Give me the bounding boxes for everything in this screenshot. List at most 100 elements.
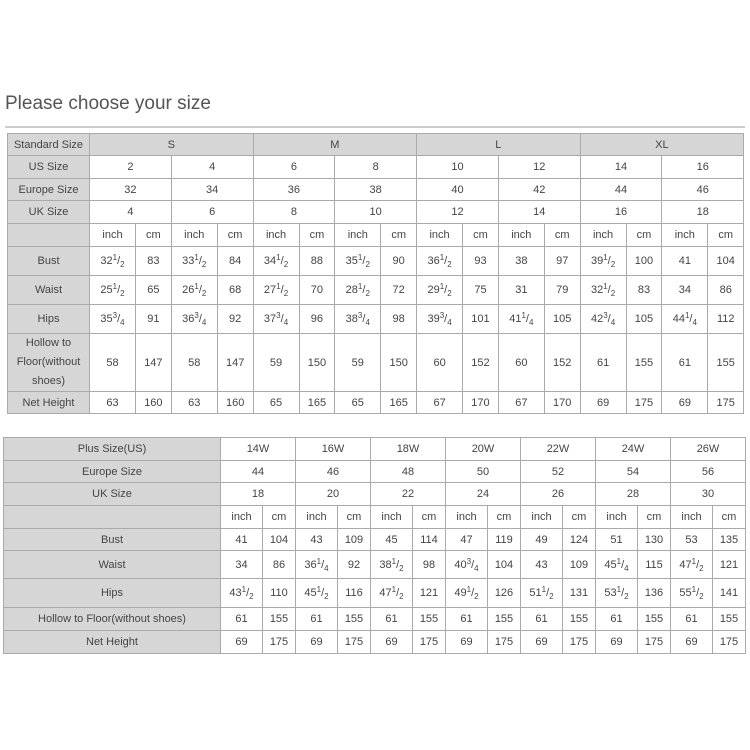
table-row: Hips 353/4 91 363/4 92 373/4 96 383/4 98 393/4 101…: [7, 304, 745, 334]
unit-header: cm: [562, 505, 596, 529]
size-cell: 32: [89, 178, 172, 201]
measurement-cell: 363/4: [170, 304, 218, 334]
measurement-cell: 61: [670, 607, 713, 631]
table-row: Standard Size S M L XL: [7, 133, 745, 156]
row-label: UK Size: [3, 482, 221, 506]
measurement-cell: 65: [334, 391, 382, 414]
measurement-cell: 150: [298, 333, 336, 392]
measurement-cell: 61: [370, 607, 413, 631]
measurement-cell: 61: [661, 333, 709, 392]
measurement-cell: 60: [416, 333, 464, 392]
measurement-cell: 353/4: [89, 304, 136, 334]
row-label: Hollow to Floor(without shoes): [3, 607, 221, 631]
unit-header: cm: [216, 223, 254, 247]
measurement-cell: 152: [462, 333, 499, 392]
unit-header: inch: [220, 505, 263, 529]
measurement-cell: 152: [543, 333, 581, 392]
measurement-cell: 551/2: [670, 578, 713, 608]
size-cell: 20W: [445, 437, 521, 461]
unit-header: cm: [487, 505, 521, 529]
measurement-cell: 165: [380, 391, 418, 414]
unit-header: inch: [295, 505, 338, 529]
row-label: [3, 505, 221, 529]
row-label: Hips: [7, 304, 90, 334]
measurement-cell: 155: [487, 607, 521, 631]
unit-header: cm: [298, 223, 336, 247]
measurement-cell: 104: [262, 528, 296, 551]
size-cell: 16W: [295, 437, 371, 461]
unit-header: cm: [712, 505, 746, 529]
measurement-cell: 471/2: [670, 550, 713, 579]
measurement-cell: 72: [380, 275, 418, 305]
measurement-cell: 441/4: [661, 304, 709, 334]
measurement-cell: 124: [562, 528, 596, 551]
measurement-cell: 96: [298, 304, 336, 334]
size-cell: 38: [334, 178, 418, 201]
measurement-cell: 141: [712, 578, 746, 608]
row-label: Standard Size: [7, 133, 90, 156]
measurement-cell: 60: [497, 333, 545, 392]
measurement-cell: 31: [497, 275, 545, 305]
measurement-cell: 511/2: [520, 578, 563, 608]
measurement-cell: 69: [520, 630, 563, 654]
unit-header: inch: [661, 223, 709, 247]
unit-header: inch: [595, 505, 638, 529]
size-cell: 44: [220, 460, 296, 483]
size-cell: 56: [670, 460, 746, 483]
measurement-cell: 147: [216, 333, 254, 392]
row-label: Europe Size: [7, 178, 90, 201]
measurement-cell: 175: [637, 630, 671, 654]
measurement-cell: 116: [337, 578, 371, 608]
measurement-cell: 121: [712, 550, 746, 579]
measurement-cell: 170: [462, 391, 499, 414]
unit-header: cm: [337, 505, 371, 529]
measurement-cell: 431/2: [220, 578, 263, 608]
measurement-cell: 119: [487, 528, 521, 551]
row-label: Waist: [3, 550, 221, 579]
measurement-cell: 41: [220, 528, 263, 551]
measurement-cell: 41: [661, 246, 709, 276]
size-cell: 16: [661, 155, 745, 179]
measurement-cell: 109: [562, 550, 596, 579]
size-cell: 6: [252, 155, 336, 179]
measurement-cell: 75: [462, 275, 499, 305]
unit-header: inch: [170, 223, 218, 247]
measurement-cell: 43: [520, 550, 563, 579]
measurement-cell: 98: [412, 550, 446, 579]
measurement-cell: 155: [625, 333, 663, 392]
page-title: Please choose your size: [5, 93, 211, 114]
size-cell: 42: [497, 178, 581, 201]
title-divider: [5, 126, 745, 128]
measurement-cell: 423/4: [579, 304, 627, 334]
unit-header: inch: [497, 223, 545, 247]
size-cell: 10: [416, 155, 499, 179]
measurement-cell: 59: [252, 333, 300, 392]
size-cell: 30: [670, 482, 746, 506]
table-row: Net Height 63 160 63 160 65 165 65 165 67 170 67 170…: [7, 391, 745, 414]
measurement-cell: 34: [220, 550, 263, 579]
table-row: Waist 34 86 361/4 92 381/2 98 403/4 104 43 109 451/…: [3, 550, 746, 579]
unit-header: inch: [89, 223, 136, 247]
size-cell: 18: [661, 200, 745, 224]
size-cell: 20: [295, 482, 371, 506]
measurement-cell: 155: [707, 333, 745, 392]
measurement-cell: 381/2: [370, 550, 413, 579]
measurement-cell: 69: [295, 630, 338, 654]
size-cell: 14W: [220, 437, 296, 461]
size-cell: 46: [295, 460, 371, 483]
size-cell: 28: [595, 482, 671, 506]
unit-header: inch: [579, 223, 627, 247]
measurement-cell: 291/2: [416, 275, 464, 305]
size-group-header: S: [89, 133, 254, 156]
unit-header: cm: [135, 223, 172, 247]
unit-header: cm: [625, 223, 663, 247]
measurement-cell: 100: [625, 246, 663, 276]
size-cell: 14: [579, 155, 663, 179]
measurement-cell: 155: [262, 607, 296, 631]
measurement-cell: 175: [487, 630, 521, 654]
measurement-cell: 98: [380, 304, 418, 334]
table-row: Europe Size 32 34 36 38 40 42 44 46: [7, 178, 745, 201]
table-row: Bust 41 104 43 109 45 114 47 119 49 124 51 130 53 135: [3, 528, 746, 551]
size-cell: 24W: [595, 437, 671, 461]
measurement-cell: 175: [707, 391, 745, 414]
